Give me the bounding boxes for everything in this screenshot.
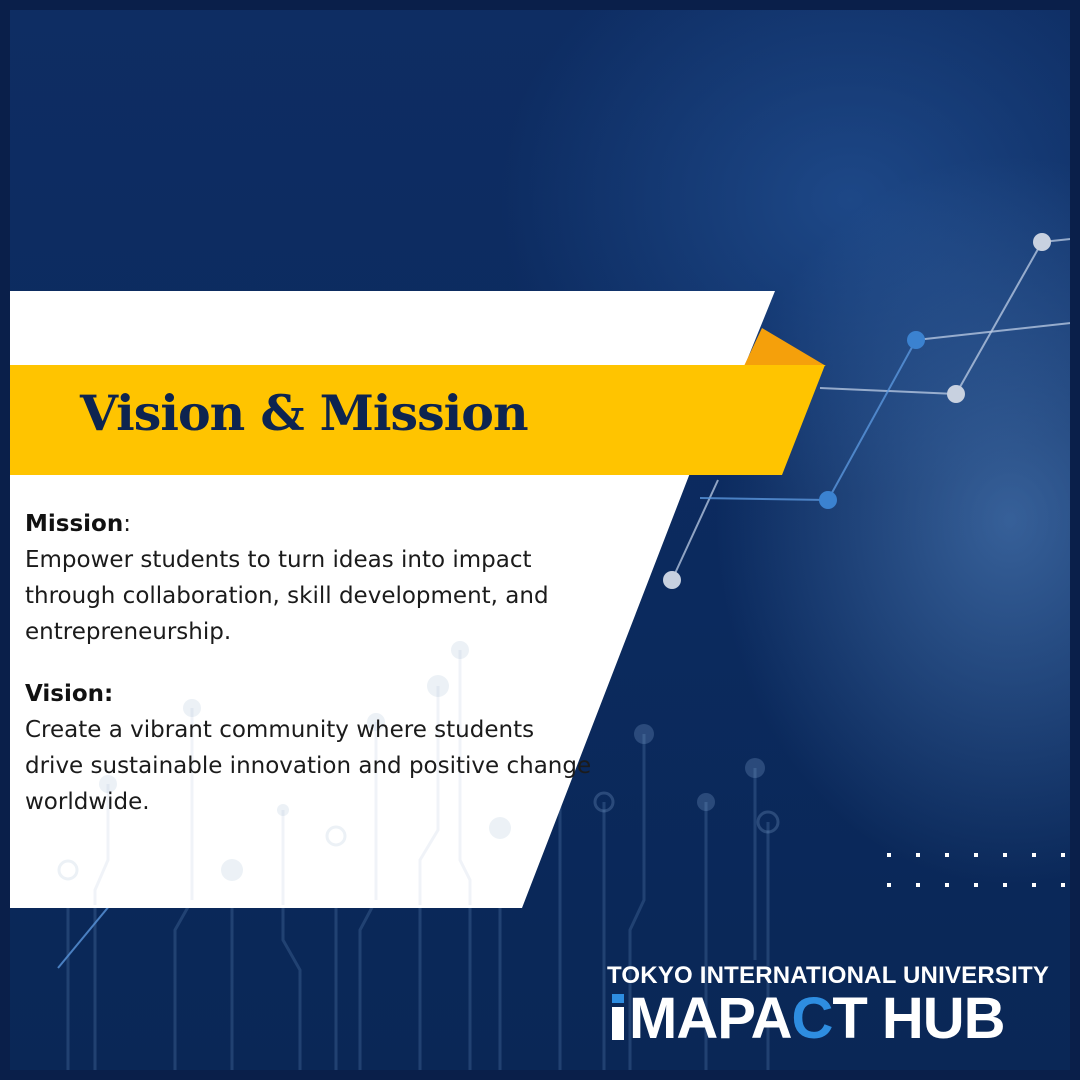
- page-title: Vision & Mission: [80, 384, 529, 442]
- logo-university: TOKYO INTERNATIONAL UNIVERSITY: [607, 962, 1050, 989]
- logo-i-mark: [607, 986, 629, 1051]
- vision-section: Vision: Create a vibrant community where…: [25, 676, 595, 820]
- impact-hub-logo: TOKYO INTERNATIONAL UNIVERSITY MAPACT HU…: [607, 962, 1052, 1048]
- mission-title-colon: :: [123, 511, 131, 537]
- vision-title: Vision:: [25, 681, 114, 707]
- heading-banner: [0, 365, 825, 475]
- mission-section: Mission: Empower students to turn ideas …: [25, 506, 585, 650]
- logo-hub-wordmark: MAPACT HUB: [607, 990, 1052, 1048]
- mission-title-line: Mission:: [25, 506, 585, 542]
- mission-text: Empower students to turn ideas into impa…: [25, 547, 549, 645]
- vision-text: Create a vibrant community where student…: [25, 717, 592, 815]
- logo-hub-accent: C: [791, 986, 833, 1051]
- logo-hub-part2: T HUB: [832, 986, 1005, 1051]
- mission-title: Mission: [25, 511, 124, 537]
- logo-hub-part1: MAPA: [629, 986, 792, 1051]
